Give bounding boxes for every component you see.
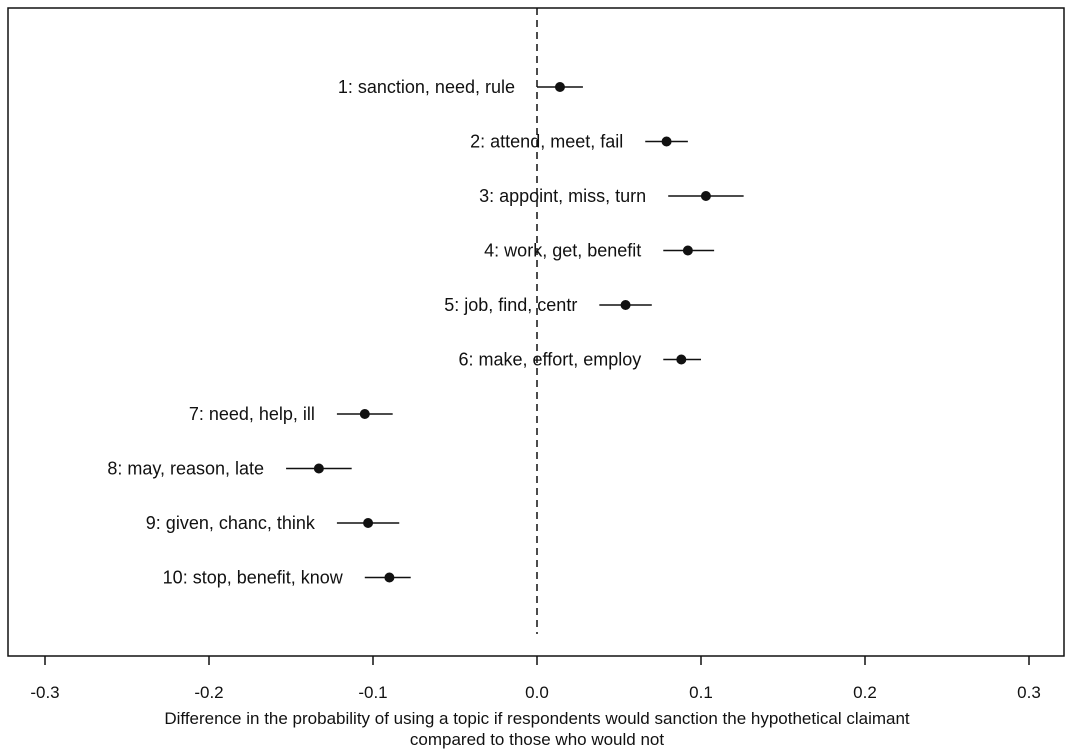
x-tick-label: -0.3 [30, 683, 59, 702]
point-estimate [313, 463, 324, 474]
estimate-row: 4: work, get, benefit [484, 241, 715, 261]
estimate-row: 1: sanction, need, rule [338, 77, 583, 97]
estimate-row: 3: appoint, miss, turn [479, 186, 744, 206]
x-tick-label: -0.1 [358, 683, 387, 702]
x-axis: -0.3 -0.2 -0.1 0.0 0.1 0.2 0.3 [30, 656, 1041, 702]
point-estimate [554, 82, 565, 92]
point-estimate [363, 518, 374, 528]
x-tick-label: 0.2 [853, 683, 877, 702]
estimate-row: 6: make, effort, employ [459, 350, 701, 370]
estimate-row: 8: may, reason, late [107, 459, 352, 479]
topic-label: 3: appoint, miss, turn [479, 186, 646, 206]
x-axis-title-line1: Difference in the probability of using a… [164, 709, 910, 728]
topic-label: 5: job, find, centr [444, 295, 577, 315]
point-estimate [661, 136, 672, 147]
topic-label: 8: may, reason, late [107, 459, 264, 479]
point-estimate [384, 572, 395, 583]
x-tick-label: 0.1 [689, 683, 713, 702]
topic-label: 9: given, chanc, think [146, 513, 316, 533]
estimate-row: 10: stop, benefit, know [163, 568, 411, 588]
plot-frame [7, 7, 1065, 657]
estimate-row: 5: job, find, centr [444, 295, 652, 315]
topic-label: 6: make, effort, employ [459, 350, 642, 370]
x-axis-title-line2: compared to those who would not [410, 730, 664, 749]
point-estimate [359, 409, 370, 419]
point-estimate [620, 300, 631, 310]
estimate-row: 7: need, help, ill [189, 404, 393, 424]
topic-label: 2: attend, meet, fail [470, 132, 623, 152]
topic-label: 4: work, get, benefit [484, 241, 641, 261]
estimates-group: 1: sanction, need, rule 2: attend, meet, … [107, 77, 744, 588]
point-estimate [682, 245, 693, 256]
x-tick-label: 0.3 [1017, 683, 1041, 702]
point-estimate [700, 191, 711, 201]
x-tick-label: 0.0 [525, 683, 549, 702]
topic-label: 7: need, help, ill [189, 404, 315, 424]
x-tick-label: -0.2 [194, 683, 223, 702]
estimate-row: 2: attend, meet, fail [470, 132, 688, 152]
point-estimate [676, 354, 687, 365]
topic-label: 10: stop, benefit, know [163, 568, 344, 588]
topic-label: 1: sanction, need, rule [338, 77, 515, 97]
estimate-row: 9: given, chanc, think [146, 513, 400, 533]
